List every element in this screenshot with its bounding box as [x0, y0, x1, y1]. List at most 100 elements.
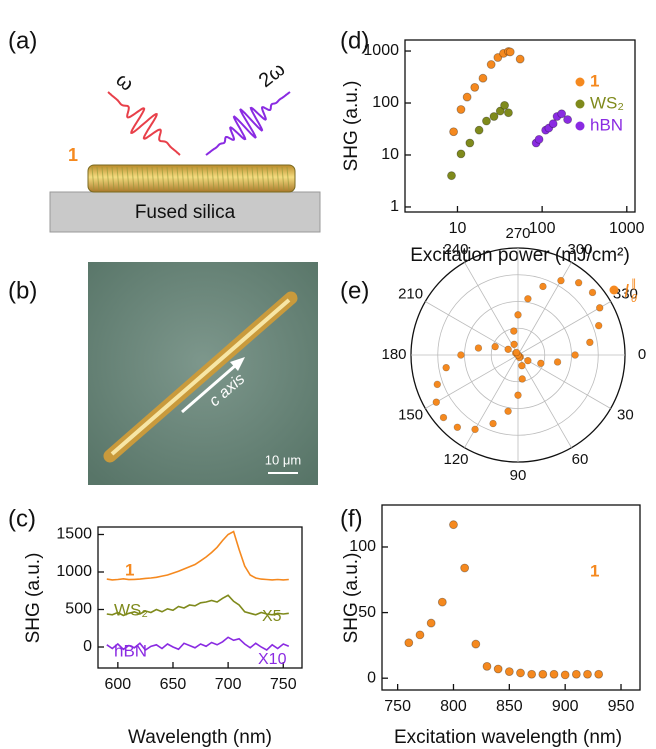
data-point	[489, 112, 499, 121]
data-point	[505, 47, 515, 57]
data-point	[482, 661, 492, 671]
data-point	[571, 669, 581, 679]
stripe	[216, 166, 220, 191]
y-tick-label: 1000	[56, 563, 92, 580]
data-point	[518, 375, 526, 383]
stripe	[161, 166, 165, 191]
arrow-head	[230, 357, 245, 371]
panel-label: (f)	[340, 505, 363, 532]
x-tick-label: 600	[104, 676, 131, 693]
data-point	[512, 348, 521, 357]
legend-marker	[575, 99, 585, 109]
legend-sup: ∥	[631, 278, 637, 290]
legend-marker	[575, 77, 585, 87]
data-point	[524, 295, 532, 303]
stripe	[96, 166, 100, 191]
data-point	[514, 311, 522, 319]
series-line	[106, 636, 290, 652]
x-tick-label: 750	[384, 698, 411, 715]
data-point	[595, 321, 603, 330]
series-line	[106, 530, 289, 581]
spoke	[517, 262, 572, 356]
data-point	[437, 597, 447, 607]
data-point	[462, 92, 472, 102]
angle-label: 60	[572, 451, 589, 468]
data-point	[504, 345, 512, 354]
spoke	[425, 354, 519, 409]
substrate-label: Fused silica	[135, 202, 236, 223]
x-axis-title: Excitation power (mJ/cm²)	[410, 245, 630, 266]
stripe	[131, 166, 135, 191]
data-point	[465, 138, 475, 148]
data-point	[482, 116, 491, 126]
data-point	[538, 669, 548, 679]
data-point	[518, 361, 526, 370]
y-tick-label: 500	[65, 601, 92, 618]
data-point	[456, 105, 466, 114]
data-point	[442, 363, 450, 372]
y-tick-label: 10	[381, 146, 399, 163]
data-point	[432, 398, 440, 406]
legend-sub: θ	[631, 293, 637, 305]
stripe	[91, 166, 95, 191]
wave-packet	[205, 91, 291, 156]
angle-label: 330	[613, 285, 638, 302]
data-point	[534, 134, 544, 144]
stripe	[156, 166, 160, 191]
y-tick-label: 0	[367, 669, 376, 686]
data-point	[588, 288, 597, 297]
stripe	[116, 166, 120, 191]
panel-label: (e)	[340, 277, 369, 304]
data-point	[457, 351, 465, 359]
stripe	[106, 166, 110, 191]
stripe	[151, 166, 155, 191]
stripe	[196, 166, 200, 191]
data-point	[449, 127, 458, 137]
stripe	[281, 166, 285, 191]
stripe	[111, 166, 115, 191]
y-tick-label: 1500	[56, 526, 92, 543]
stripe	[226, 166, 230, 191]
data-point	[557, 276, 565, 285]
stripe	[191, 166, 195, 191]
x-tick-label: 1000	[609, 220, 645, 237]
data-point	[415, 630, 425, 640]
y-tick-label: 50	[358, 604, 376, 621]
light-waves	[107, 91, 291, 156]
data-point	[549, 669, 559, 679]
x-tick-label: 650	[160, 676, 187, 693]
panel-label: (d)	[340, 27, 369, 54]
data-point	[563, 115, 573, 124]
multiplier-label: X5	[262, 608, 282, 625]
plot-frame	[404, 39, 636, 213]
stripe	[146, 166, 150, 191]
angle-label: 240	[443, 241, 468, 258]
x-axis-title: Wavelength (nm)	[128, 727, 272, 748]
stripe	[251, 166, 255, 191]
data-point	[596, 304, 604, 312]
x-tick-label: 800	[440, 698, 467, 715]
stripe	[126, 166, 130, 191]
scale-label: 10 μm	[265, 452, 301, 467]
legend-label: WS₂	[590, 93, 624, 112]
angle-label: 30	[617, 406, 634, 423]
data-point	[433, 380, 441, 389]
data-point	[486, 60, 496, 69]
data-point	[493, 664, 503, 674]
data-point	[553, 358, 562, 366]
data-point	[426, 618, 436, 628]
stripe	[211, 166, 215, 191]
series-label: WS₂	[114, 600, 148, 619]
angle-label: 210	[398, 285, 423, 302]
data-point	[493, 53, 503, 62]
angle-label: 90	[510, 467, 527, 484]
data-point	[557, 109, 567, 119]
stripe	[236, 166, 240, 191]
legend-label: hBN	[590, 115, 623, 134]
data-point	[491, 342, 499, 351]
panel-label: (a)	[8, 27, 37, 54]
data-point	[560, 670, 570, 680]
stripe	[261, 166, 265, 191]
data-point	[594, 669, 604, 679]
y-tick-label: 100	[372, 94, 399, 111]
